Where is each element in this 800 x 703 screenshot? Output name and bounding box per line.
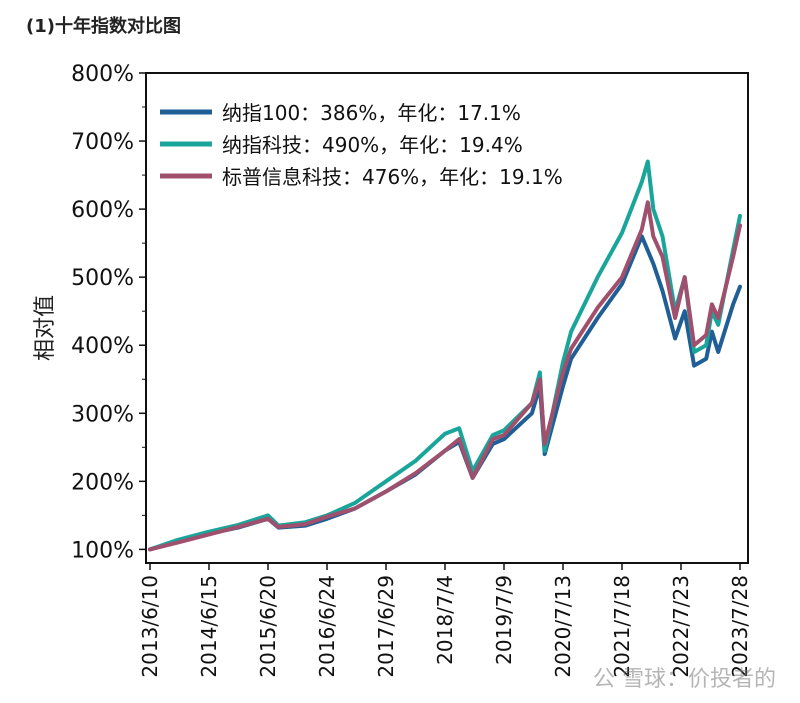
y-tick-label: 800%: [71, 62, 134, 87]
y-tick-label: 500%: [71, 266, 134, 291]
y-tick-label: 700%: [71, 130, 134, 155]
y-axis-label: 相对值: [33, 295, 58, 361]
x-tick-label: 2020/7/13: [551, 575, 575, 678]
series-line-sp_it: [148, 200, 742, 552]
figure-caption: (1)十年指数对比图: [26, 16, 181, 37]
legend-label-sp_it: 标普信息科技：476%，年化：19.1%: [222, 165, 563, 189]
watermark: 公 雪球：价投者的: [593, 667, 776, 692]
y-axis: 100% 200% 300% 400% 500% 600% 700% 800%: [71, 62, 146, 563]
x-tick-label: 2022/7/23: [669, 575, 693, 678]
x-tick-label: 2014/6/15: [197, 575, 221, 678]
series-line-nasdaq100: [148, 234, 742, 552]
plot-frame: [145, 72, 749, 564]
legend-label-nasdaq_tech: 纳指科技：490%，年化：19.4%: [222, 133, 523, 157]
legend-label-nasdaq100: 纳指100：386%，年化：17.1%: [222, 101, 521, 125]
y-tick-label: 300%: [71, 402, 134, 427]
x-tick-label: 2019/7/9: [492, 575, 516, 665]
x-tick-label: 2023/7/28: [728, 575, 752, 678]
series-lines: [148, 159, 742, 552]
x-tick-label: 2018/7/4: [433, 575, 457, 665]
x-tick-label: 2017/6/29: [374, 575, 398, 678]
legend: 纳指100：386%，年化：17.1% 纳指科技：490%，年化：19.4% 标普信…: [160, 101, 563, 189]
x-tick-label: 2015/6/20: [256, 575, 280, 678]
x-tick-label: 2013/6/10: [138, 575, 162, 678]
x-axis: 2013/6/10 2014/6/15 2015/6/20 2016/6/24 2017…: [138, 563, 752, 678]
y-tick-label: 600%: [71, 198, 134, 223]
y-tick-label: 100%: [71, 538, 134, 563]
x-tick-label: 2021/7/18: [610, 575, 634, 678]
y-tick-label: 200%: [71, 470, 134, 495]
x-tick-label: 2016/6/24: [315, 575, 339, 678]
y-tick-label: 400%: [71, 334, 134, 359]
